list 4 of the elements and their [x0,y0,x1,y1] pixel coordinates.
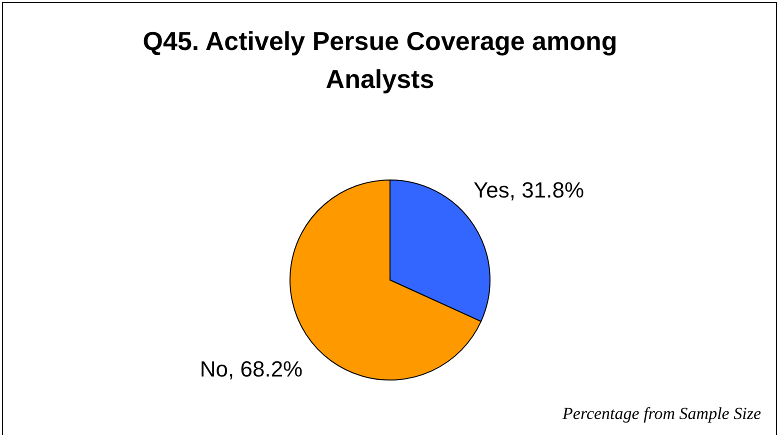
slice-label: Yes, 31.8% [474,178,584,203]
slice-label: No, 68.2% [200,356,303,382]
text: Percentage from Sample Size [562,404,761,424]
chart-title: Q45. Actively Persue Coverage among Analysts [142,25,618,96]
